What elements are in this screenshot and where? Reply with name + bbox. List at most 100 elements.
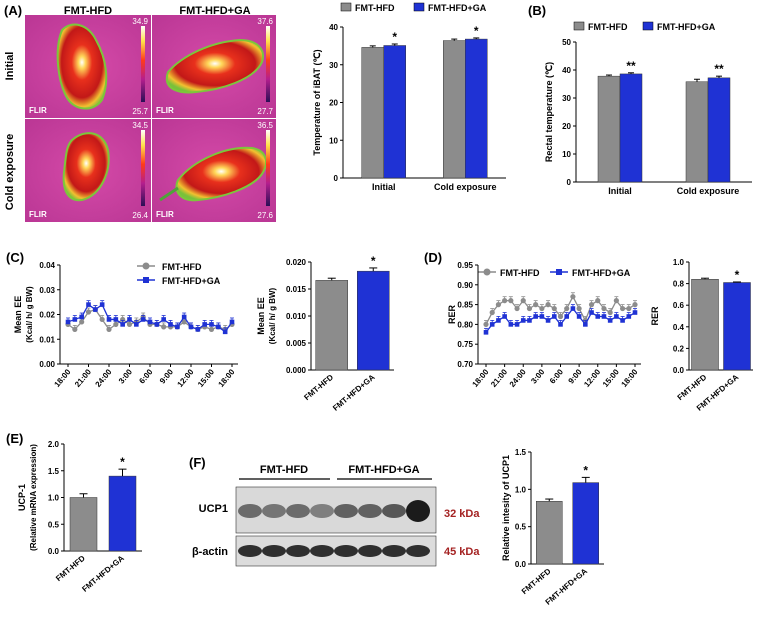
- data-point-ga: [209, 322, 214, 327]
- x-tick-label: 24:00: [93, 367, 113, 389]
- y-axis-title: Mean EE: [256, 297, 266, 335]
- significance-mark: *: [583, 463, 588, 477]
- y-tick-label: 0.010: [286, 312, 307, 321]
- significance-mark: **: [626, 59, 636, 73]
- x-tick-label: Initial: [372, 182, 396, 192]
- x-tick-label: FMT-HFD: [520, 566, 553, 596]
- data-point-hfd: [126, 321, 133, 327]
- data-point-ga: [154, 322, 160, 327]
- y-axis-subtitle: (Kcal/ h/ g BW): [268, 287, 277, 344]
- y-axis-title: Temperature of iBAT (℃): [312, 49, 322, 155]
- blot-band-actin: [334, 545, 358, 557]
- data-point-hfd: [72, 326, 78, 332]
- y-tick-label: 0: [567, 178, 572, 187]
- x-tick-label: 24:00: [508, 367, 528, 389]
- thermal-image-ga-initial: 37.6 27.7 FLIR: [152, 15, 276, 118]
- y-tick-label: 10: [329, 136, 338, 145]
- y-axis-title: Relative intesity of UCP1: [501, 455, 511, 561]
- significance-mark: *: [392, 30, 397, 44]
- legend-swatch-hfd: [573, 21, 585, 31]
- legend-marker-hfd: [483, 268, 491, 276]
- bar-fmt-hfd-ga: [465, 38, 488, 179]
- blot-band-ucp1: [358, 504, 382, 518]
- y-tick-label: 40: [562, 66, 571, 75]
- y-axis-title: Mean EE: [13, 296, 23, 334]
- data-point-hfd: [632, 302, 638, 308]
- data-point-ga: [202, 322, 207, 327]
- blot-band-actin: [286, 545, 310, 557]
- blot-band-ucp1: [286, 504, 310, 518]
- data-point-hfd: [613, 298, 619, 304]
- bar-fmt-hfd: [597, 75, 621, 183]
- legend-d: FMT-HFD FMT-HFD+GA: [478, 268, 631, 278]
- legend-swatch-hfd: [340, 2, 352, 12]
- legend-c: FMT-HFD FMT-HFD+GA: [137, 262, 221, 286]
- bar-fmt-hfd-ga: [707, 77, 731, 183]
- y-tick-label: 30: [562, 94, 571, 103]
- x-tick-label: 3:00: [529, 367, 547, 385]
- data-point-hfd: [113, 321, 119, 327]
- x-tick-label: FMT-HFD: [54, 553, 87, 583]
- legend-a: FMT-HFD FMT-HFD+GA: [340, 2, 487, 13]
- bar-fmt-hfd: [536, 501, 563, 565]
- legend-label-hfd: FMT-HFD: [162, 262, 202, 272]
- y-tick-label: 0.6: [673, 301, 685, 310]
- data-point-ga: [181, 314, 187, 320]
- blot-band-ucp1: [382, 504, 406, 518]
- ucp1-bands: [238, 500, 430, 522]
- x-tick-label: 18:00: [216, 367, 236, 389]
- data-point-hfd: [106, 326, 112, 332]
- blot-band-actin: [406, 545, 430, 557]
- data-point-ga: [589, 310, 594, 315]
- scale-bar: [266, 26, 270, 102]
- data-point-ga: [558, 322, 563, 327]
- blot-label-actin: β-actin: [192, 546, 228, 558]
- data-point-ga: [595, 314, 601, 319]
- y-axis-subtitle: (Relative mRNA expression): [29, 444, 38, 551]
- data-point-hfd: [514, 305, 520, 312]
- data-point-ga: [520, 318, 526, 323]
- data-point-ga: [496, 318, 501, 323]
- flir-logo: FLIR: [29, 210, 47, 219]
- data-point-ga: [545, 318, 551, 323]
- y-axis-title: RER: [447, 305, 457, 325]
- y-tick-label: 1.0: [673, 258, 685, 267]
- blot-band-ucp1: [334, 504, 358, 518]
- legend-label-hfd: FMT-HFD: [588, 22, 628, 32]
- y-tick-label: 1.5: [48, 467, 60, 476]
- y-tick-label: 0.85: [457, 301, 473, 310]
- data-point-ga: [113, 317, 119, 322]
- chart-D-rer-line: 0.700.750.800.850.900.95RER18:0021:0024:…: [447, 261, 641, 389]
- data-point-ga: [632, 310, 638, 315]
- flir-logo: FLIR: [156, 210, 174, 219]
- data-point-ga: [514, 322, 520, 327]
- y-tick-label: 0.0: [48, 547, 60, 556]
- y-tick-label: 0.000: [286, 366, 307, 375]
- panel-label-f: (F): [189, 455, 206, 470]
- legend-label-ga: FMT-HFD+GA: [657, 22, 716, 32]
- data-point-ga: [576, 314, 582, 319]
- data-point-ga: [601, 314, 607, 319]
- bar-fmt-hfd: [69, 497, 98, 552]
- flir-logo: FLIR: [29, 106, 47, 115]
- x-tick-label: 6:00: [137, 367, 155, 385]
- y-axis-title: UCP-1: [17, 484, 27, 511]
- x-tick-label: 3:00: [117, 367, 135, 385]
- x-tick-label: 15:00: [196, 367, 216, 389]
- y-tick-label: 1.5: [515, 448, 527, 457]
- thermal-image-hfd-initial: 34.9 25.7 FLIR: [25, 15, 151, 118]
- data-point-hfd: [161, 324, 167, 330]
- panel-label-c: (C): [6, 250, 24, 265]
- western-blot: FMT-HFD FMT-HFD+GA UCP1 β-actin 32 kDa 4…: [192, 464, 480, 567]
- data-point-hfd: [79, 319, 85, 325]
- y-tick-label: 0.80: [457, 320, 473, 329]
- data-point-ga: [147, 319, 153, 325]
- bar-fmt-hfd-ga: [723, 282, 751, 371]
- y-axis-title: RER: [650, 306, 660, 326]
- data-point-hfd: [85, 309, 92, 315]
- panel-label-d: (D): [424, 250, 442, 265]
- y-tick-label: 0.8: [673, 280, 685, 289]
- data-point-hfd: [495, 302, 502, 308]
- y-tick-label: 20: [329, 99, 338, 108]
